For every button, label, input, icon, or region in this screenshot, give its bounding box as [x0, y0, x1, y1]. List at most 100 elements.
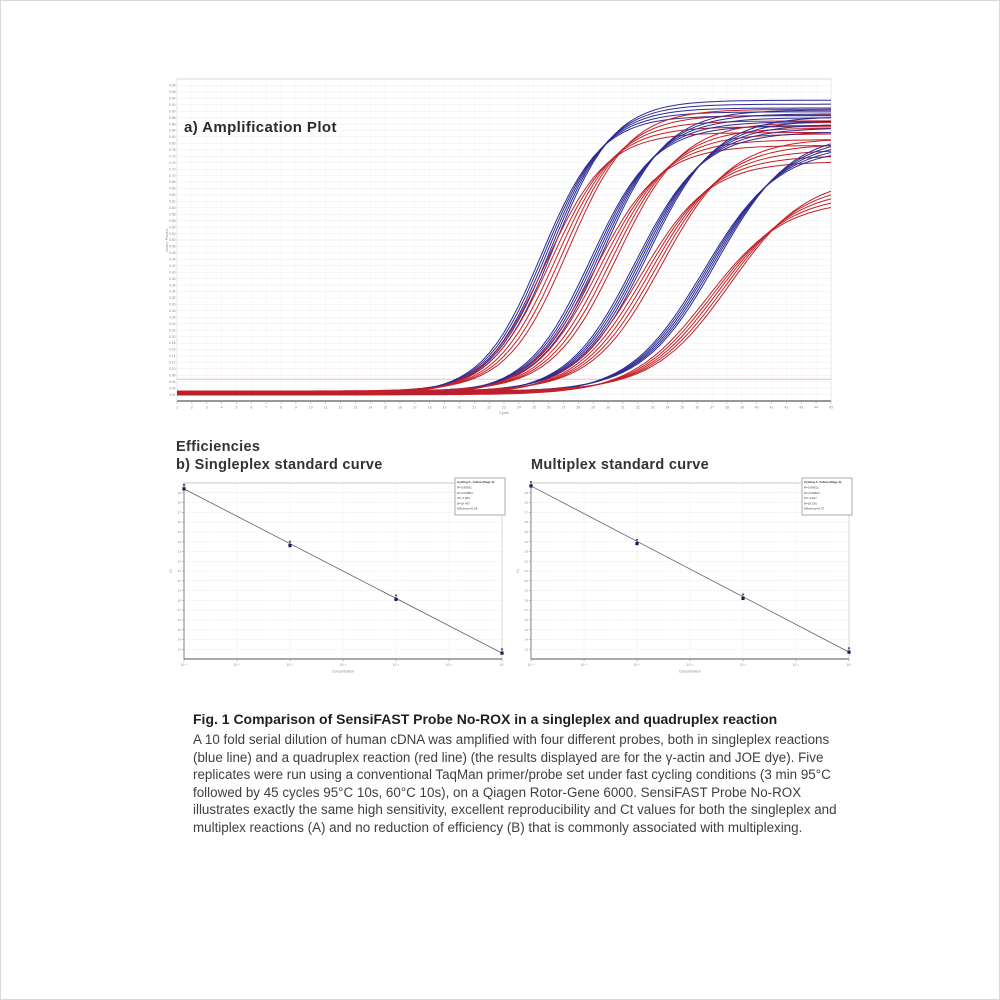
svg-text:35: 35 — [680, 406, 684, 410]
svg-text:17: 17 — [525, 608, 529, 612]
svg-text:10⁻¹: 10⁻¹ — [446, 663, 452, 667]
svg-text:14: 14 — [178, 638, 182, 642]
svg-text:36: 36 — [695, 406, 699, 410]
singleplex-standard-curve-title: b) Singleplex standard curve — [176, 457, 383, 473]
svg-text:0.02: 0.02 — [169, 393, 176, 397]
svg-text:Concentration: Concentration — [332, 670, 354, 674]
svg-text:28: 28 — [576, 406, 580, 410]
svg-text:10⁰: 10⁰ — [847, 663, 853, 667]
svg-text:0.06: 0.06 — [169, 380, 176, 384]
svg-text:23: 23 — [502, 406, 506, 410]
svg-text:15: 15 — [178, 628, 182, 632]
svg-text:24: 24 — [517, 406, 521, 410]
svg-text:9: 9 — [295, 406, 297, 410]
svg-text:0.52: 0.52 — [169, 232, 176, 236]
svg-text:0.22: 0.22 — [169, 328, 176, 332]
svg-text:0.42: 0.42 — [169, 264, 176, 268]
svg-text:0.72: 0.72 — [169, 167, 176, 171]
svg-text:10⁻⁵: 10⁻⁵ — [234, 663, 241, 667]
svg-text:12: 12 — [339, 406, 343, 410]
svg-text:18: 18 — [428, 406, 432, 410]
svg-text:0.82: 0.82 — [169, 135, 176, 139]
svg-text:41: 41 — [770, 406, 774, 410]
svg-text:26: 26 — [525, 520, 529, 524]
svg-text:Norm. Fluoro.: Norm. Fluoro. — [164, 228, 169, 252]
svg-text:32: 32 — [636, 406, 640, 410]
svg-text:25: 25 — [525, 530, 529, 534]
svg-text:R=0.99912: R=0.99912 — [804, 486, 819, 490]
svg-text:20: 20 — [525, 579, 529, 583]
svg-text:15: 15 — [525, 628, 529, 632]
svg-text:0.62: 0.62 — [169, 200, 176, 204]
svg-text:19: 19 — [525, 589, 529, 593]
svg-text:24: 24 — [525, 540, 529, 544]
svg-text:14: 14 — [368, 406, 372, 410]
svg-text:42: 42 — [784, 406, 788, 410]
svg-text:1: 1 — [176, 406, 178, 410]
svg-text:14: 14 — [525, 638, 529, 642]
svg-text:R²=0.99824: R²=0.99824 — [804, 491, 820, 495]
svg-text:20: 20 — [457, 406, 461, 410]
svg-text:0.76: 0.76 — [169, 154, 176, 158]
svg-text:0.60: 0.60 — [169, 206, 176, 210]
svg-text:0.38: 0.38 — [169, 277, 176, 281]
svg-text:M=-3.407: M=-3.407 — [804, 496, 817, 500]
svg-text:Efficiency=0.98: Efficiency=0.98 — [457, 507, 478, 511]
svg-text:0.36: 0.36 — [169, 283, 176, 287]
svg-text:0.64: 0.64 — [169, 193, 176, 197]
amplification-plot-label: a) Amplification Plot — [184, 119, 337, 136]
svg-text:Cycling A. Yellow (Page 1):: Cycling A. Yellow (Page 1): — [804, 480, 842, 484]
svg-text:0.58: 0.58 — [169, 212, 176, 216]
svg-text:31: 31 — [621, 406, 625, 410]
svg-text:10⁻⁶: 10⁻⁶ — [528, 663, 535, 667]
svg-text:38: 38 — [725, 406, 729, 410]
svg-text:25: 25 — [532, 406, 536, 410]
svg-text:43: 43 — [799, 406, 803, 410]
singleplex-standard-curve-chart: 13 14 15 16 17 18 19 20 21 22 23 24 25 26 27 28 29 Ct 10⁻⁶… — [169, 477, 506, 674]
svg-text:34: 34 — [666, 406, 670, 410]
svg-text:19: 19 — [178, 589, 182, 593]
svg-text:0.26: 0.26 — [169, 315, 176, 319]
svg-text:7: 7 — [265, 406, 267, 410]
svg-text:6: 6 — [250, 406, 252, 410]
svg-text:27: 27 — [561, 406, 565, 410]
svg-text:10: 10 — [309, 406, 313, 410]
svg-text:0.48: 0.48 — [169, 245, 176, 249]
svg-text:15: 15 — [383, 406, 387, 410]
svg-text:0.70: 0.70 — [169, 174, 176, 178]
svg-text:29: 29 — [178, 491, 182, 495]
svg-text:0.66: 0.66 — [169, 187, 176, 191]
svg-text:0.16: 0.16 — [169, 348, 176, 352]
svg-text:23: 23 — [525, 550, 529, 554]
svg-text:R²=0.99863: R²=0.99863 — [457, 491, 473, 495]
svg-text:10⁻⁴: 10⁻⁴ — [287, 663, 294, 667]
svg-text:23: 23 — [178, 550, 182, 554]
svg-text:0.56: 0.56 — [169, 219, 176, 223]
svg-text:B=18.230: B=18.230 — [804, 501, 817, 505]
svg-text:20: 20 — [178, 579, 182, 583]
svg-text:10⁻²: 10⁻² — [393, 663, 399, 667]
svg-text:0.18: 0.18 — [169, 341, 176, 345]
svg-text:33: 33 — [651, 406, 655, 410]
svg-text:0.14: 0.14 — [169, 354, 176, 358]
svg-text:0.08: 0.08 — [169, 373, 176, 377]
figure-caption-body: A 10 fold serial dilution of human cDNA … — [193, 732, 837, 835]
svg-text:16: 16 — [178, 618, 182, 622]
svg-text:0.20: 0.20 — [169, 335, 176, 339]
svg-text:0.30: 0.30 — [169, 303, 176, 307]
svg-text:30: 30 — [606, 406, 610, 410]
svg-text:0.86: 0.86 — [169, 122, 176, 126]
svg-text:0.68: 0.68 — [169, 180, 176, 184]
figure-caption-title: Fig. 1 Comparison of SensiFAST Probe No-… — [193, 711, 778, 727]
svg-text:37: 37 — [710, 406, 714, 410]
svg-text:24: 24 — [178, 540, 182, 544]
svg-text:2: 2 — [191, 406, 193, 410]
svg-text:29: 29 — [591, 406, 595, 410]
svg-text:0.28: 0.28 — [169, 309, 176, 313]
svg-text:Cycle: Cycle — [499, 410, 510, 415]
efficiencies-heading: Efficiencies — [176, 439, 261, 455]
svg-text:25: 25 — [178, 530, 182, 534]
svg-text:10⁻³: 10⁻³ — [340, 663, 346, 667]
svg-text:0.46: 0.46 — [169, 251, 176, 255]
